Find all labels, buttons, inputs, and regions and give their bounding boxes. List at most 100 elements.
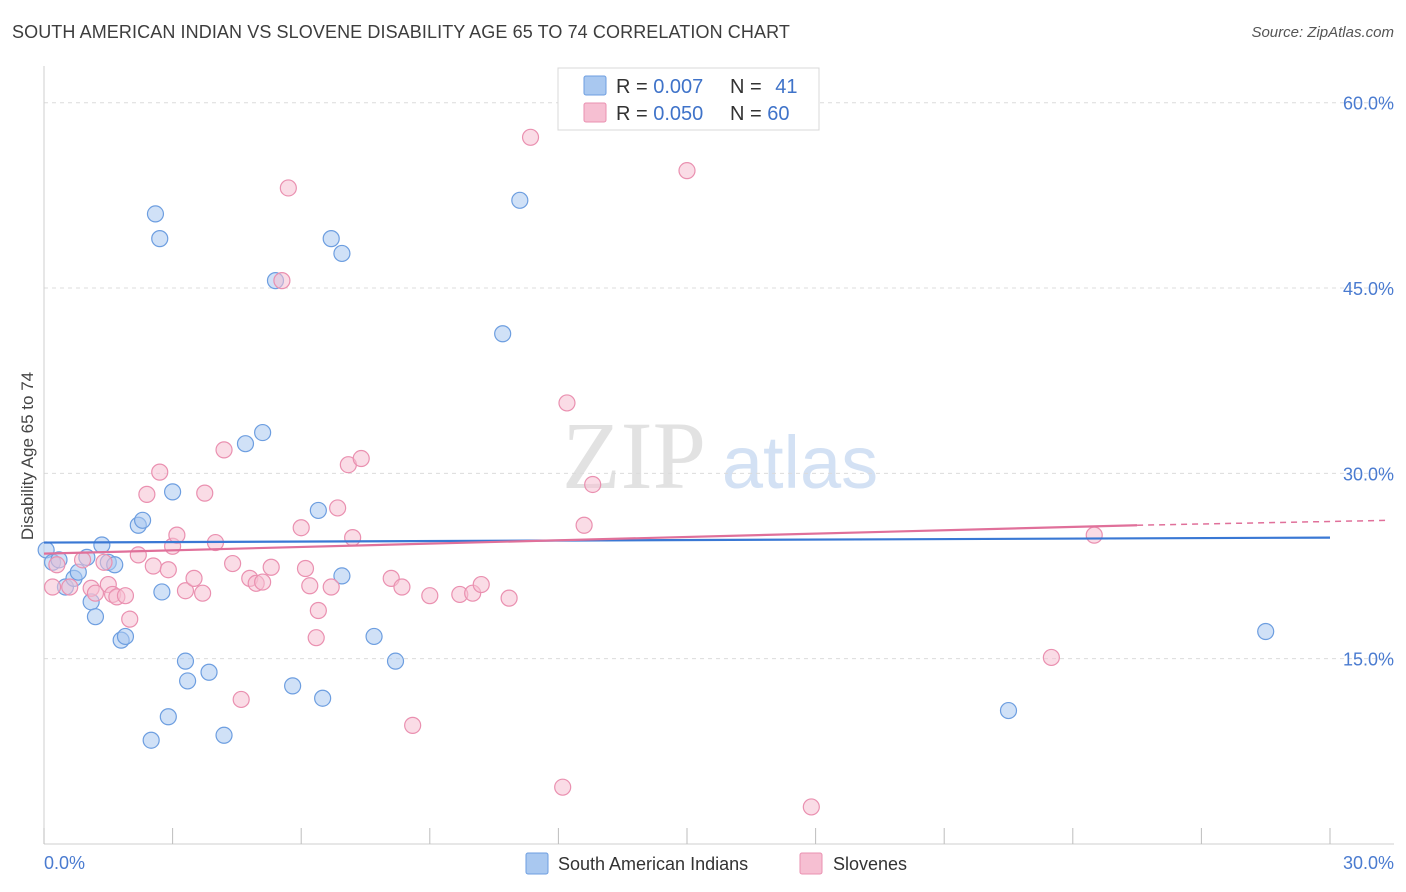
blue-point-26 bbox=[236, 435, 255, 453]
blue-point-13 bbox=[116, 627, 135, 646]
pink-point-35 bbox=[301, 577, 319, 595]
pink-point-34 bbox=[296, 559, 315, 578]
chart-title: SOUTH AMERICAN INDIAN VS SLOVENE DISABIL… bbox=[12, 22, 790, 42]
watermark-zip: ZIP bbox=[562, 402, 706, 509]
pink-point-39 bbox=[329, 499, 347, 517]
blue-point-31 bbox=[314, 689, 332, 707]
pink-point-26 bbox=[232, 690, 250, 709]
blue-point-25 bbox=[215, 726, 233, 744]
legend-r-value-2: 0.050 bbox=[653, 103, 703, 125]
pink-point-1 bbox=[48, 556, 66, 574]
axes bbox=[43, 66, 1394, 845]
blue-point-34 bbox=[333, 567, 351, 585]
pink-point-15 bbox=[151, 463, 169, 481]
pink-point-37 bbox=[307, 629, 325, 647]
pink-point-18 bbox=[168, 526, 186, 544]
legend-swatch-pink bbox=[583, 102, 607, 123]
legend-r-label-1: R = bbox=[616, 76, 653, 98]
y-tick-label-30: 30.0% bbox=[1343, 464, 1394, 484]
trend-line-pink bbox=[43, 524, 1138, 555]
watermark-atlas: atlas bbox=[722, 421, 878, 504]
blue-point-19 bbox=[153, 583, 171, 601]
bottom-legend-swatch-pink bbox=[799, 852, 823, 875]
pink-point-5 bbox=[86, 584, 105, 602]
blue-point-15 bbox=[133, 511, 152, 529]
legend-swatch-blue bbox=[583, 75, 607, 96]
blue-point-9 bbox=[93, 536, 111, 554]
pink-point-59 bbox=[1085, 526, 1103, 544]
trend-lines bbox=[43, 519, 1391, 555]
pink-point-38 bbox=[322, 578, 340, 596]
y-tick-label-15: 15.0% bbox=[1343, 650, 1394, 670]
bottom-legend-swatch-blue bbox=[525, 852, 549, 875]
pink-point-50 bbox=[500, 589, 518, 607]
svg-text:N = 41: N = 41 bbox=[730, 76, 798, 98]
pink-point-32 bbox=[279, 179, 297, 197]
blue-point-37 bbox=[494, 325, 512, 343]
blue-point-33 bbox=[333, 244, 351, 263]
pink-point-52 bbox=[554, 778, 572, 796]
blue-point-29 bbox=[284, 677, 302, 695]
y-tick-label-45: 45.0% bbox=[1343, 279, 1394, 299]
svg-text:R = 0.050: R = 0.050 bbox=[616, 103, 703, 125]
pink-point-41 bbox=[344, 528, 362, 547]
pink-point-25 bbox=[224, 554, 242, 573]
blue-point-8 bbox=[86, 608, 105, 626]
pink-point-51 bbox=[521, 128, 540, 146]
bottom-legend-label-pink: Slovenes bbox=[833, 854, 907, 874]
blue-point-22 bbox=[176, 652, 195, 670]
svg-text:N = 60: N = 60 bbox=[730, 103, 790, 125]
pink-point-12 bbox=[129, 546, 147, 564]
y-tick-labels: 15.0% 30.0% 45.0% 60.0% bbox=[1343, 94, 1394, 670]
pink-point-44 bbox=[393, 578, 411, 596]
pink-point-14 bbox=[144, 557, 162, 575]
blue-point-30 bbox=[309, 501, 327, 520]
pink-point-11 bbox=[121, 610, 139, 628]
pink-point-20 bbox=[185, 569, 203, 587]
pink-point-56 bbox=[678, 162, 696, 180]
source-credit: Source: ZipAtlas.com bbox=[1251, 24, 1394, 41]
blue-point-24 bbox=[200, 663, 218, 681]
blue-point-39 bbox=[999, 701, 1018, 720]
pink-point-3 bbox=[73, 551, 92, 569]
pink-point-55 bbox=[584, 475, 602, 494]
blue-point-21 bbox=[164, 483, 182, 501]
blue-point-35 bbox=[365, 627, 383, 646]
pink-point-29 bbox=[254, 573, 272, 591]
x-tick-label-max: 30.0% bbox=[1343, 853, 1394, 873]
blue-point-32 bbox=[322, 230, 340, 248]
legend-r-label-2: R = bbox=[616, 103, 653, 125]
pink-point-36 bbox=[309, 601, 327, 620]
pink-point-42 bbox=[352, 449, 370, 468]
series-slovenes bbox=[43, 128, 1103, 816]
pink-point-57 bbox=[802, 798, 820, 816]
blue-point-38 bbox=[511, 191, 529, 209]
x-tick-label-min: 0.0% bbox=[44, 853, 85, 873]
blue-point-17 bbox=[146, 205, 165, 223]
blue-point-23 bbox=[179, 672, 197, 690]
pink-point-46 bbox=[421, 587, 439, 605]
blue-point-16 bbox=[142, 731, 160, 749]
blue-point-18 bbox=[151, 230, 169, 248]
legend-r-value-1: 0.007 bbox=[653, 76, 703, 98]
legend-n-value-2: 60 bbox=[767, 103, 789, 125]
pink-point-22 bbox=[196, 484, 214, 502]
legend-n-label-1: N = bbox=[730, 76, 767, 98]
blue-point-36 bbox=[386, 652, 405, 670]
pink-point-16 bbox=[159, 561, 177, 579]
pink-point-19 bbox=[176, 582, 195, 600]
blue-point-27 bbox=[254, 423, 272, 442]
pink-point-30 bbox=[262, 558, 280, 576]
pink-point-2 bbox=[61, 578, 79, 596]
pink-point-33 bbox=[292, 519, 310, 537]
legend-n-label-2: N = bbox=[730, 103, 767, 125]
blue-point-40 bbox=[1257, 622, 1275, 641]
pink-point-45 bbox=[404, 716, 422, 734]
y-axis-label: Disability Age 65 to 74 bbox=[18, 372, 37, 540]
pink-point-58 bbox=[1042, 648, 1060, 667]
trend-line-blue bbox=[43, 536, 1331, 544]
pink-point-6 bbox=[95, 553, 113, 571]
series-legend: South American Indians Slovenes bbox=[525, 852, 907, 875]
svg-text:R = 0.007: R = 0.007 bbox=[616, 76, 703, 98]
legend-n-value-1: 41 bbox=[775, 76, 797, 98]
